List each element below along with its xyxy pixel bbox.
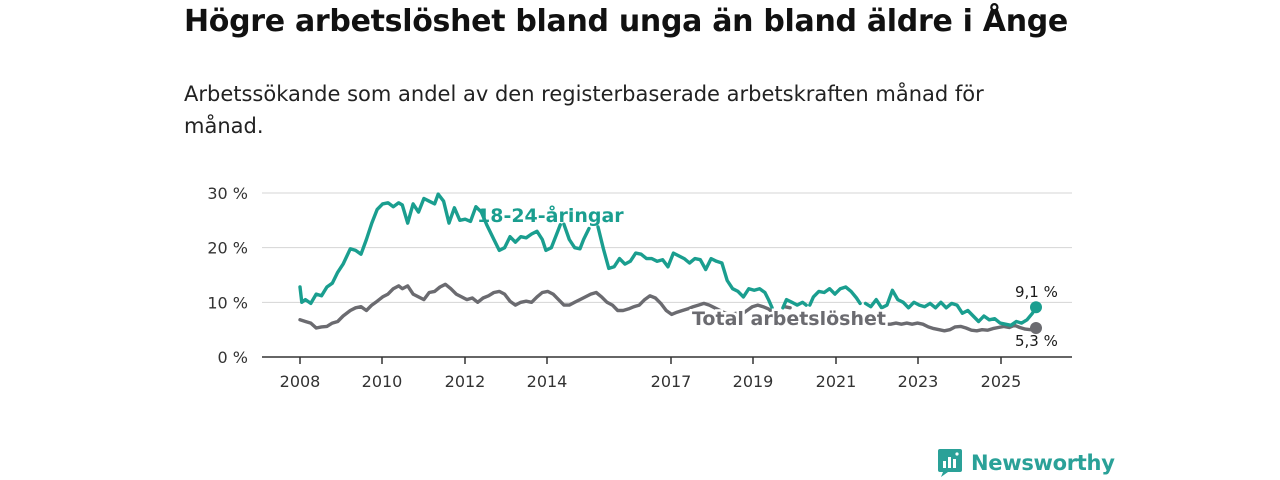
y-tick-label-0: 0 % <box>218 348 248 367</box>
series-line-youth-segment-1 <box>562 222 591 251</box>
chart-subtitle: Arbetssökande som andel av den registerb… <box>184 82 984 138</box>
series-line-total-segment-2 <box>878 321 1038 333</box>
x-tick-label-2010: 2010 <box>362 372 403 391</box>
newsworthy-logo-icon <box>938 449 962 477</box>
x-tick-label-2021: 2021 <box>816 372 857 391</box>
x-tick-label-2019: 2019 <box>733 372 774 391</box>
series-label-total: Total arbetslöshet <box>692 308 886 330</box>
series-line-youth-segment-3 <box>781 297 808 310</box>
brand-name: Newsworthy <box>971 451 1115 475</box>
x-tick-label-2014: 2014 <box>527 372 568 391</box>
x-tick-label-2017: 2017 <box>651 372 692 391</box>
chart-title: Högre arbetslöshet bland unga än bland ä… <box>184 4 1068 39</box>
series-line-youth-segment-4 <box>808 285 862 307</box>
y-tick-label-20: 20 % <box>207 239 248 258</box>
x-tick-label-2023: 2023 <box>898 372 939 391</box>
brand-logo[interactable]: Newsworthy <box>937 448 1115 478</box>
end-label-youth: 9,1 % <box>1015 283 1058 301</box>
x-tick-label-2025: 2025 <box>981 372 1022 391</box>
x-tick-label-2008: 2008 <box>280 372 321 391</box>
y-tick-label-10: 10 % <box>207 293 248 312</box>
y-tick-label-30: 30 % <box>207 184 248 203</box>
series-line-youth-segment-5 <box>863 288 1038 327</box>
x-tick-label-2012: 2012 <box>445 372 486 391</box>
end-point-total <box>1030 322 1042 335</box>
series-label-youth: 18-24-åringar <box>477 203 624 227</box>
series-line-youth-segment-2 <box>596 225 774 310</box>
end-label-total: 5,3 % <box>1015 332 1058 350</box>
series-line-total-segment-1 <box>783 305 792 310</box>
end-point-youth <box>1030 301 1042 314</box>
series-line-total-segment-0 <box>298 282 776 330</box>
series-line-youth-segment-0 <box>298 192 562 306</box>
